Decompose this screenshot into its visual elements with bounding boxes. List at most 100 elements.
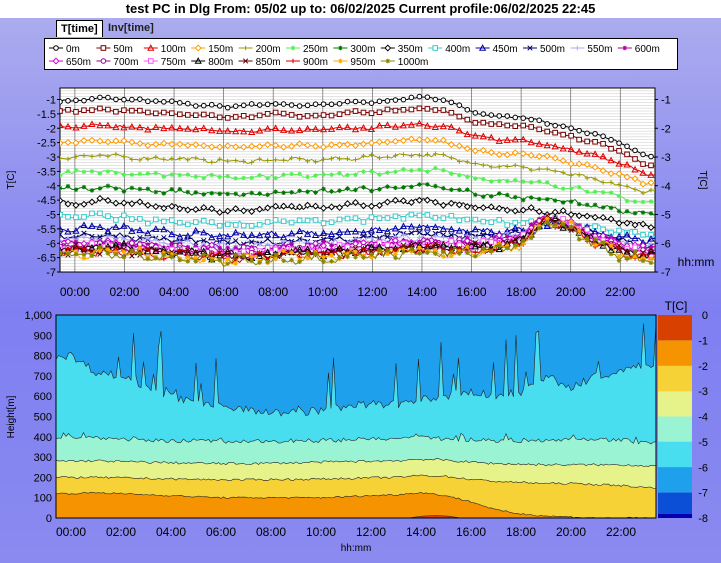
series-marker bbox=[592, 138, 598, 145]
series-marker bbox=[385, 248, 390, 253]
series-marker bbox=[615, 160, 623, 167]
series-marker bbox=[72, 227, 80, 234]
series-marker bbox=[640, 231, 646, 238]
series-marker bbox=[393, 247, 398, 253]
series-marker bbox=[393, 153, 398, 158]
series-marker bbox=[503, 136, 511, 143]
series-marker bbox=[321, 186, 326, 192]
series-marker bbox=[240, 231, 248, 238]
series-marker bbox=[567, 160, 575, 168]
legend-item: 550m bbox=[570, 44, 612, 55]
legend-item: 1000m bbox=[380, 57, 428, 68]
series-marker bbox=[297, 238, 302, 244]
series-marker bbox=[393, 251, 398, 257]
series-marker bbox=[184, 221, 191, 228]
series-marker bbox=[608, 242, 614, 248]
series-marker bbox=[639, 220, 647, 228]
series-marker bbox=[193, 240, 199, 246]
series-marker bbox=[295, 126, 304, 134]
series-marker bbox=[584, 175, 590, 181]
series-marker bbox=[647, 223, 655, 231]
series-marker bbox=[129, 185, 135, 191]
series-marker bbox=[73, 154, 79, 159]
series-marker bbox=[543, 222, 551, 229]
series-marker bbox=[575, 212, 583, 220]
series-marker bbox=[568, 186, 574, 191]
series-marker bbox=[384, 215, 391, 221]
legend-label: 200m bbox=[256, 44, 281, 55]
series-marker bbox=[328, 141, 336, 149]
series-marker bbox=[60, 231, 63, 238]
series-marker bbox=[409, 246, 414, 252]
series-marker bbox=[137, 186, 143, 192]
series-marker bbox=[105, 247, 111, 252]
series-marker bbox=[353, 172, 358, 178]
series-marker bbox=[520, 115, 527, 121]
legend-item: 200m bbox=[238, 44, 281, 55]
series-marker bbox=[559, 157, 567, 165]
series-marker bbox=[120, 239, 128, 247]
series-marker bbox=[576, 184, 582, 190]
series-marker bbox=[256, 221, 263, 228]
series-marker bbox=[271, 231, 280, 239]
series-marker bbox=[169, 217, 175, 223]
legend-item: 50m bbox=[96, 44, 133, 55]
x-tick-label: 06:00 bbox=[209, 285, 239, 299]
series-0m bbox=[60, 93, 655, 160]
series-marker bbox=[120, 222, 128, 229]
series-marker bbox=[88, 243, 96, 251]
series-marker bbox=[73, 109, 79, 115]
legend-item: 300m bbox=[333, 44, 375, 55]
y-tick-label: -7 bbox=[46, 267, 56, 279]
x-tick-label: 14:00 bbox=[407, 285, 437, 299]
tab-inv-time[interactable]: Inv[time] bbox=[108, 22, 154, 34]
series-marker bbox=[383, 198, 391, 206]
legend-item: 400m bbox=[428, 44, 470, 55]
series-marker bbox=[369, 188, 374, 194]
series-marker bbox=[169, 156, 175, 161]
series-marker bbox=[321, 156, 326, 162]
series-marker bbox=[528, 124, 535, 130]
series-marker bbox=[448, 99, 455, 106]
y-tick-label-right: -2 bbox=[661, 123, 671, 135]
series-marker bbox=[97, 186, 103, 191]
series-marker bbox=[160, 139, 168, 147]
series-marker bbox=[105, 106, 111, 113]
series-marker bbox=[60, 225, 64, 232]
series-marker bbox=[305, 174, 310, 180]
series-marker bbox=[567, 145, 575, 153]
series-marker bbox=[471, 147, 479, 155]
series-marker bbox=[176, 100, 183, 106]
series-marker bbox=[225, 173, 231, 179]
series-marker bbox=[455, 201, 463, 209]
series-marker bbox=[201, 157, 207, 162]
series-marker bbox=[535, 208, 543, 216]
series-marker bbox=[480, 246, 486, 252]
series-marker bbox=[536, 117, 542, 124]
legend-item: 950m bbox=[333, 57, 375, 68]
series-marker bbox=[88, 136, 96, 144]
plot-border bbox=[59, 87, 656, 273]
series-marker bbox=[616, 253, 622, 259]
series-marker bbox=[161, 157, 167, 162]
series-marker bbox=[311, 231, 320, 239]
series-marker bbox=[194, 57, 202, 64]
series-marker bbox=[433, 248, 438, 253]
colorbar-tick-label: 0 bbox=[702, 310, 708, 322]
series-marker bbox=[552, 168, 558, 174]
series-marker bbox=[361, 153, 366, 159]
series-marker bbox=[495, 204, 503, 212]
colorbar-swatch bbox=[658, 467, 692, 493]
series-marker bbox=[242, 58, 249, 64]
series-marker bbox=[439, 136, 447, 144]
series-marker bbox=[480, 162, 486, 168]
tab-t-time[interactable]: T[time] bbox=[56, 20, 103, 37]
series-marker bbox=[320, 101, 327, 107]
series-marker bbox=[544, 219, 550, 225]
series-marker bbox=[297, 171, 302, 177]
series-marker bbox=[177, 156, 183, 161]
series-marker bbox=[97, 251, 103, 257]
series-marker bbox=[192, 103, 199, 109]
series-marker bbox=[544, 180, 550, 185]
series-marker bbox=[544, 121, 550, 127]
